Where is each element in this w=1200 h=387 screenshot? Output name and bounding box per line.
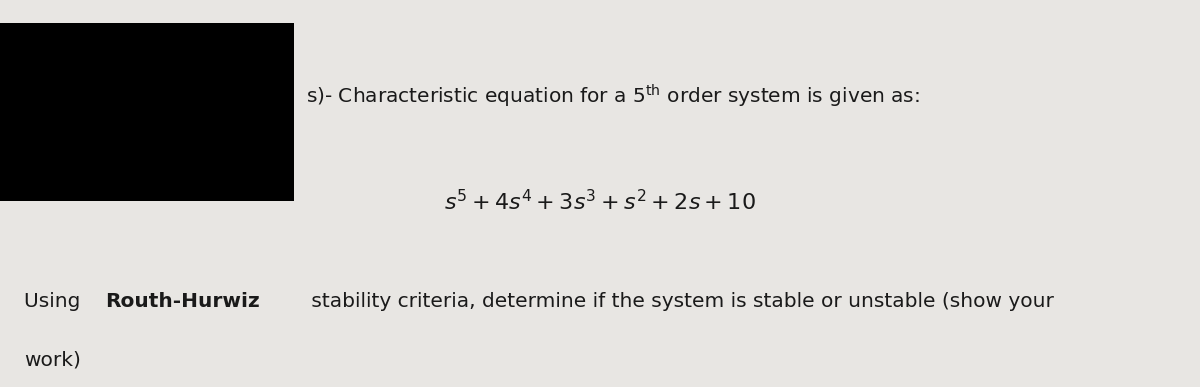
Text: stability criteria, determine if the system is stable or unstable (show your: stability criteria, determine if the sys…	[305, 292, 1054, 312]
Text: Routh-Hurwiz: Routh-Hurwiz	[104, 292, 259, 312]
Text: $s^5 + 4s^4 + 3s^3 + s^2 + 2s + 10$: $s^5 + 4s^4 + 3s^3 + s^2 + 2s + 10$	[444, 188, 756, 214]
Text: s)- Characteristic equation for a 5$^\mathregular{th}$ order system is given as:: s)- Characteristic equation for a 5$^\ma…	[306, 83, 920, 110]
Bar	[0, 23, 294, 201]
Text: Using: Using	[24, 292, 86, 312]
Text: work): work)	[24, 350, 80, 370]
